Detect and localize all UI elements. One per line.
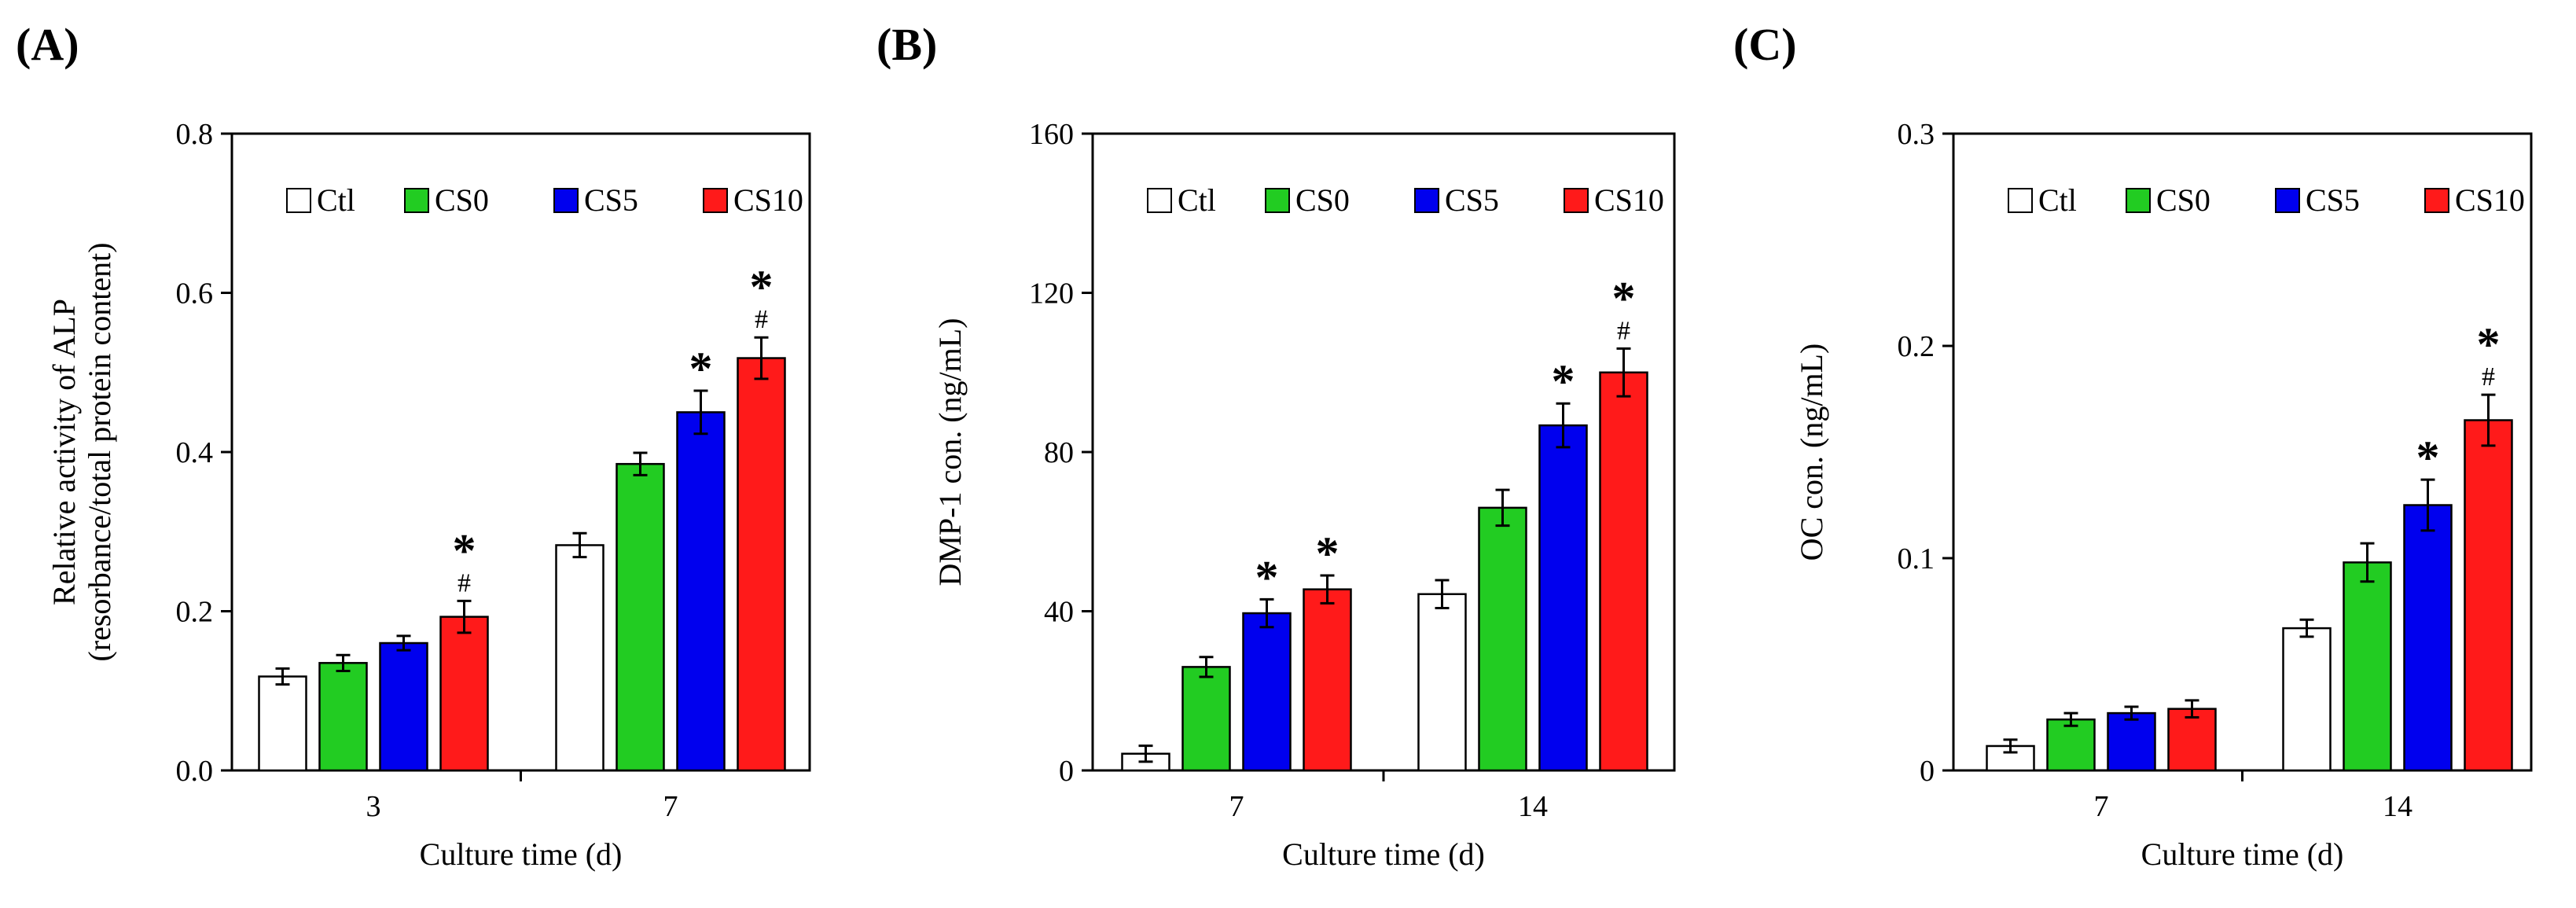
panel-label-c: (C) xyxy=(1733,19,1797,70)
bar-cs10-3 xyxy=(439,616,489,772)
significance-hash: # xyxy=(2482,362,2495,392)
legend-swatch-cs10 xyxy=(703,188,728,213)
bar-cs0-14 xyxy=(1478,506,1527,772)
legend-swatch-ctl xyxy=(1147,188,1172,213)
significance-star: * xyxy=(689,343,713,395)
significance-hash: # xyxy=(755,305,768,334)
legend-swatch-cs5 xyxy=(553,188,579,213)
x-axis-title: Culture time (d) xyxy=(1282,836,1485,872)
panel-label-b: (B) xyxy=(876,19,937,70)
legend-swatch-cs5 xyxy=(2275,188,2300,213)
y-axis-title: Relative activity of ALP xyxy=(46,299,82,605)
bar-cs5-7 xyxy=(1242,612,1292,772)
bar-cs0-7 xyxy=(616,462,665,772)
y-tick-label: 0.2 xyxy=(176,596,214,629)
significance-star: * xyxy=(1255,551,1279,603)
x-tick-label: 14 xyxy=(2383,790,2412,823)
significance-star: * xyxy=(750,261,774,313)
legend-label-cs10: CS10 xyxy=(2455,182,2525,218)
bar-cs0-3 xyxy=(318,662,368,772)
y-tick-label: 120 xyxy=(1029,278,1074,311)
x-tick-label: 14 xyxy=(1518,790,1548,823)
legend-swatch-cs0 xyxy=(2126,188,2151,213)
y-tick-label: 0.6 xyxy=(176,278,214,311)
x-tick-label: 7 xyxy=(1229,790,1244,823)
bar-cs0-14 xyxy=(2343,561,2392,772)
chart-panel-2: 0 40 80 120 160 7 14 Culture time (d) DMP-1 con.… xyxy=(932,118,1676,872)
bar-ctl-7 xyxy=(555,544,604,772)
bar-cs5-14 xyxy=(1538,424,1588,772)
legend-label-cs5: CS5 xyxy=(2306,182,2360,218)
y-tick-label: 0.1 xyxy=(1898,542,1935,575)
y-axis-subtitle: (resorbance/total protein content) xyxy=(82,242,117,661)
y-axis-title: DMP-1 con. (ng/mL) xyxy=(932,318,968,586)
x-axis-title: Culture time (d) xyxy=(2141,836,2344,872)
y-tick-label: 0.2 xyxy=(1898,330,1935,363)
y-axis-title: OC con. (ng/mL) xyxy=(1794,344,1829,561)
legend-label-cs10: CS10 xyxy=(733,182,803,218)
bar-cs0-7 xyxy=(2046,718,2096,772)
legend-swatch-ctl xyxy=(286,188,311,213)
x-tick-label: 7 xyxy=(663,790,678,823)
bar-cs5-7 xyxy=(676,411,726,772)
bar-cs5-14 xyxy=(2403,504,2453,772)
legend-label-ctl: Ctl xyxy=(317,182,355,218)
legend-swatch-cs10 xyxy=(2424,188,2449,213)
y-tick-label: 0.8 xyxy=(176,118,214,151)
bar-cs10-7 xyxy=(1303,588,1352,772)
bar-cs10-7 xyxy=(737,357,786,772)
x-axis-title: Culture time (d) xyxy=(420,836,623,872)
legend-label-cs0: CS0 xyxy=(1295,182,1350,218)
bar-cs10-14 xyxy=(1599,371,1648,772)
legend-swatch-cs0 xyxy=(1265,188,1290,213)
legend-label-ctl: Ctl xyxy=(1178,182,1216,218)
y-tick-label: 80 xyxy=(1044,436,1074,469)
legend-label-cs5: CS5 xyxy=(1445,182,1499,218)
legend-swatch-cs10 xyxy=(1564,188,1589,213)
significance-star: * xyxy=(1552,355,1575,407)
charts-container: 0.0 0.2 0.4 0.6 0.8 3 7 Culture time (d) Relativ… xyxy=(46,118,2533,872)
chart-panel-1: 0.0 0.2 0.4 0.6 0.8 3 7 Culture time (d) Relativ… xyxy=(46,118,811,872)
bar-cs5-7 xyxy=(2107,711,2156,772)
bar-ctl-14 xyxy=(1417,593,1467,772)
y-tick-label: 40 xyxy=(1044,596,1074,629)
bar-cs0-7 xyxy=(1181,666,1231,772)
legend-label-cs0: CS0 xyxy=(435,182,489,218)
significance-star: * xyxy=(1612,272,1636,324)
y-tick-label: 0.3 xyxy=(1898,118,1935,151)
legend-label-ctl: Ctl xyxy=(2038,182,2077,218)
significance-hash: # xyxy=(458,568,471,597)
x-tick-label: 3 xyxy=(366,790,381,823)
legend-swatch-cs5 xyxy=(1414,188,1439,213)
y-tick-label: 0.4 xyxy=(176,436,214,469)
bar-cs10-14 xyxy=(2464,419,2513,772)
y-tick-label: 0 xyxy=(1920,755,1935,788)
significance-star: * xyxy=(1316,528,1339,579)
significance-hash: # xyxy=(1617,316,1630,345)
y-tick-label: 0 xyxy=(1059,755,1074,788)
legend-label-cs0: CS0 xyxy=(2156,182,2210,218)
y-tick-label: 0.0 xyxy=(176,755,214,788)
y-tick-label: 160 xyxy=(1029,118,1074,151)
panel-label-a: (A) xyxy=(16,19,79,70)
bar-cs10-7 xyxy=(2167,708,2217,772)
bar-ctl-14 xyxy=(2282,627,2332,772)
bar-cs5-3 xyxy=(379,641,428,772)
significance-star: * xyxy=(2477,318,2501,370)
x-tick-label: 7 xyxy=(2094,790,2109,823)
chart-panel-3: 0 0.1 0.2 0.3 7 14 Culture time (d) OC con. (ng… xyxy=(1794,118,2533,872)
legend-label-cs5: CS5 xyxy=(584,182,638,218)
legend-swatch-cs0 xyxy=(404,188,429,213)
significance-star: * xyxy=(453,524,476,576)
legend-swatch-ctl xyxy=(2008,188,2033,213)
significance-star: * xyxy=(2416,432,2440,483)
legend-label-cs10: CS10 xyxy=(1594,182,1664,218)
bar-ctl-3 xyxy=(258,675,307,772)
